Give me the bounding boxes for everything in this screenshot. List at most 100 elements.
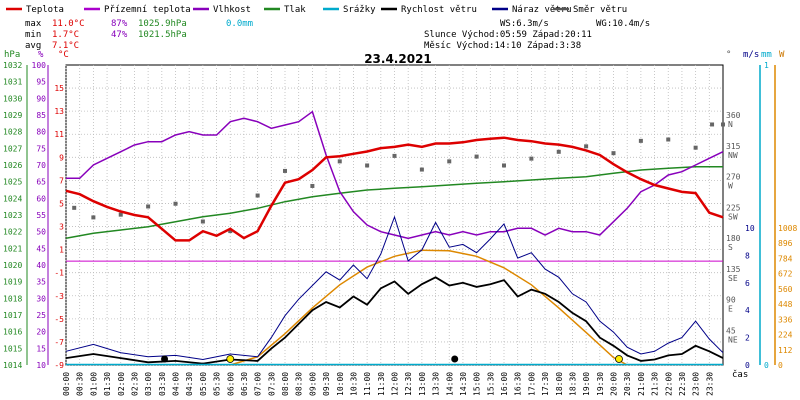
hpa-tick-3: 1029 <box>3 111 22 120</box>
stats-max-pressure: 1025.9hPa <box>138 19 187 29</box>
time-tick-15: 07:30 <box>267 372 276 396</box>
c-tick-3: 9 <box>59 153 64 162</box>
pct-tick-11: 45 <box>36 244 46 253</box>
info-wind-speed: WS:6.3m/s <box>500 19 549 29</box>
wind-dir-point-21 <box>638 138 643 143</box>
wind-dir-point-0 <box>72 205 77 210</box>
mm-tick-1: 0 <box>764 361 769 370</box>
c-tick-1: 13 <box>54 107 64 116</box>
pct-tick-17: 15 <box>36 344 46 353</box>
hpa-tick-17: 1015 <box>3 344 22 353</box>
humidity-line <box>66 110 724 240</box>
time-tick-46: 23:00 <box>692 372 701 396</box>
stats-min-pressure: 1021.5hPa <box>138 30 187 40</box>
wind-dir-point-19 <box>584 144 589 149</box>
hpa-tick-16: 1016 <box>3 328 22 337</box>
time-tick-7: 03:30 <box>158 372 167 396</box>
hpa-tick-2: 1030 <box>3 94 22 103</box>
wind-dir-point-20 <box>611 151 616 156</box>
wind-dir-point-9 <box>310 183 315 188</box>
wind-dir-point-14 <box>447 159 452 164</box>
time-tick-38: 19:00 <box>582 372 591 396</box>
stats-min-temp: 1.7°C <box>52 30 79 40</box>
dir-tick-label-5: SE <box>728 274 738 283</box>
wind-gust-line <box>65 215 724 361</box>
time-tick-31: 15:30 <box>486 372 495 396</box>
time-tick-23: 11:30 <box>377 372 386 396</box>
wind-dir-point-24 <box>710 122 715 127</box>
stats-block: max 11.0°C 87% 1025.9hPa 0.0mm min 1.7°C… <box>25 19 253 51</box>
wind-dir-point-1 <box>91 215 96 220</box>
wind-dir-point-15 <box>474 154 479 159</box>
dir-tick-value-2: 270 <box>726 173 741 182</box>
time-tick-3: 01:30 <box>103 372 112 396</box>
dir-tick-value-0: 360 <box>726 111 741 120</box>
wind-speed-line <box>65 276 724 365</box>
time-tick-14: 07:00 <box>254 372 263 396</box>
w-tick-2: 784 <box>778 254 793 263</box>
hpa-tick-14: 1018 <box>3 294 22 303</box>
dir-tick-value-6: 90 <box>726 296 736 305</box>
pct-tick-1: 95 <box>36 78 46 87</box>
time-tick-20: 10:00 <box>336 372 345 396</box>
time-tick-35: 17:30 <box>541 372 550 396</box>
dir-tick-label-7: NE <box>728 335 738 344</box>
time-tick-18: 09:00 <box>308 372 317 396</box>
hpa-tick-1: 1031 <box>3 78 22 87</box>
pct-tick-9: 55 <box>36 211 46 220</box>
time-tick-19: 09:30 <box>322 372 331 396</box>
c-tick-4: 7 <box>59 176 64 185</box>
ms-tick-0: 10 <box>745 224 755 233</box>
pct-tick-15: 25 <box>36 311 46 320</box>
time-tick-13: 06:30 <box>240 372 249 396</box>
wind-dir-point-23 <box>693 145 698 150</box>
w-tick-7: 224 <box>778 331 793 340</box>
time-tick-10: 05:00 <box>199 372 208 396</box>
sunrise-marker <box>226 355 235 363</box>
wind-dir-point-25 <box>721 122 725 127</box>
c-tick-7: 1 <box>59 246 64 255</box>
time-tick-33: 16:30 <box>514 372 523 396</box>
pct-unit: % <box>38 50 44 60</box>
hpa-tick-15: 1017 <box>3 311 22 320</box>
wind-dir-point-22 <box>666 137 671 142</box>
time-tick-25: 12:30 <box>404 372 413 396</box>
time-tick-2: 01:00 <box>89 372 98 396</box>
wind-dir-point-7 <box>255 193 260 198</box>
legend-label-3: Tlak <box>284 5 306 15</box>
hpa-tick-9: 1023 <box>3 211 22 220</box>
pct-tick-13: 35 <box>36 278 46 287</box>
hpa-tick-8: 1024 <box>3 194 22 203</box>
pressure-line <box>65 165 723 240</box>
wind-dir-point-6 <box>228 229 233 234</box>
time-tick-26: 13:00 <box>418 372 427 396</box>
pct-tick-3: 85 <box>36 111 46 120</box>
time-tick-44: 22:00 <box>664 372 673 396</box>
dir-tick-label-0: N <box>728 120 733 129</box>
time-tick-1: 00:30 <box>76 372 85 396</box>
time-tick-28: 14:00 <box>445 372 454 396</box>
hpa-tick-0: 1032 <box>3 61 22 70</box>
hpa-tick-18: 1014 <box>3 361 22 370</box>
dir-tick-value-1: 315 <box>726 142 741 151</box>
w-tick-9: 0 <box>778 361 783 370</box>
time-tick-5: 02:30 <box>130 372 139 396</box>
wind-dir-point-13 <box>419 167 424 172</box>
wind-dir-point-2 <box>118 212 123 217</box>
legend-label-6: Náraz větru <box>512 5 572 15</box>
time-tick-43: 21:30 <box>651 372 660 396</box>
moonset-marker <box>161 355 169 363</box>
dir-tick-value-7: 45 <box>726 326 736 335</box>
time-tick-12: 06:00 <box>226 372 235 396</box>
wind-dir-point-3 <box>146 204 151 209</box>
pct-tick-16: 20 <box>36 328 46 337</box>
legend-label-0: Teplota <box>26 5 64 15</box>
w-tick-1: 896 <box>778 239 793 248</box>
legend-label-5: Rychlost větru <box>401 5 477 15</box>
legend-label-7: Směr větru <box>573 5 627 15</box>
pct-tick-10: 50 <box>36 228 46 237</box>
wind-dir-point-12 <box>392 153 397 158</box>
ms-tick-1: 8 <box>745 251 750 260</box>
hpa-tick-4: 1028 <box>3 128 22 137</box>
wind-dir-point-17 <box>529 156 534 161</box>
